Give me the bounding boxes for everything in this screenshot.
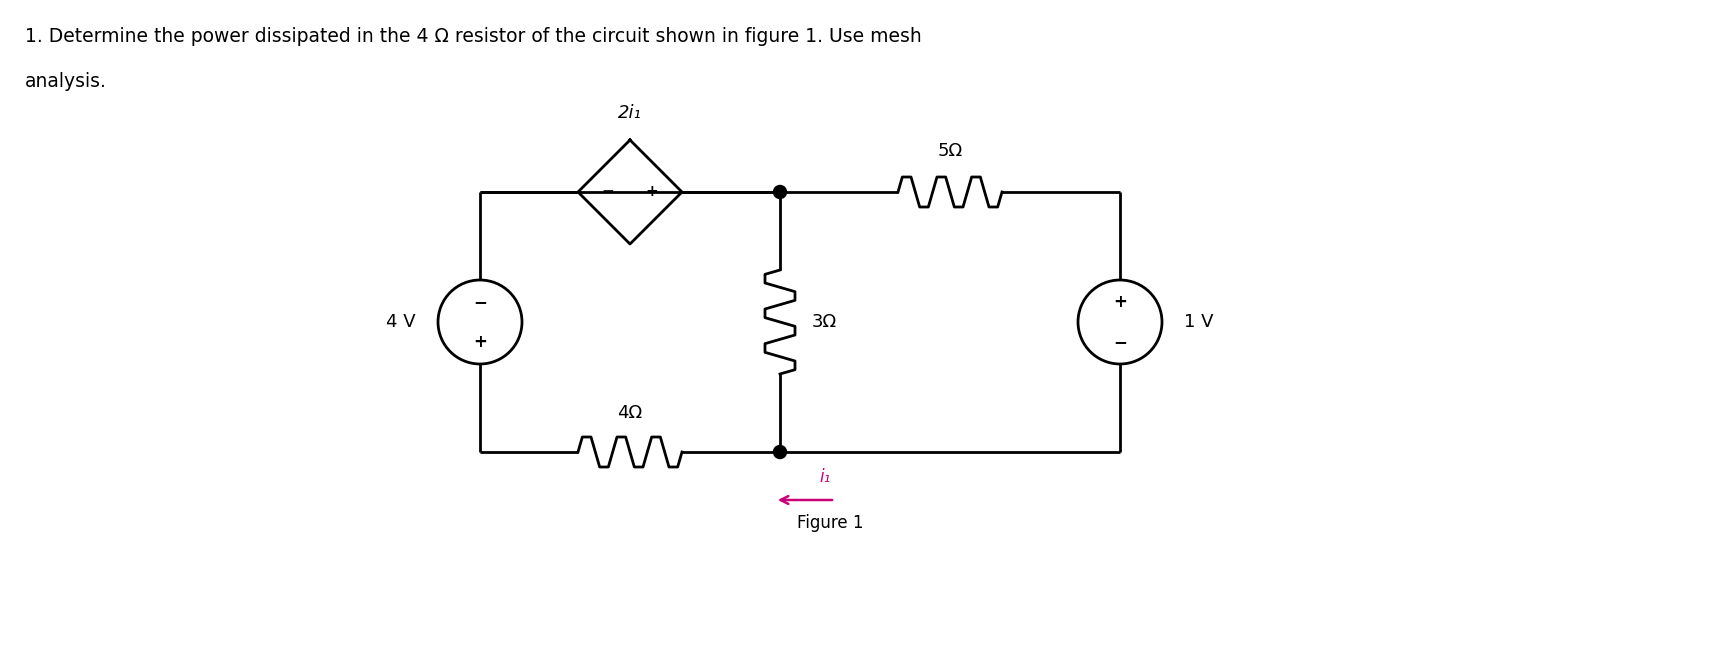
Text: i₁: i₁ xyxy=(819,468,831,486)
Circle shape xyxy=(773,446,787,458)
Text: analysis.: analysis. xyxy=(24,72,107,91)
Text: +: + xyxy=(645,185,659,200)
Text: −: − xyxy=(473,293,486,311)
Text: −: − xyxy=(1113,333,1126,351)
Text: Figure 1: Figure 1 xyxy=(797,514,862,532)
Text: 5Ω: 5Ω xyxy=(937,142,963,160)
Text: −: − xyxy=(602,185,614,200)
Circle shape xyxy=(773,185,787,198)
Text: 2i₁: 2i₁ xyxy=(618,104,642,122)
Text: 4 V: 4 V xyxy=(386,313,416,331)
Text: +: + xyxy=(473,333,486,351)
Text: 1 V: 1 V xyxy=(1183,313,1213,331)
Text: +: + xyxy=(1113,293,1126,311)
Text: 4Ω: 4Ω xyxy=(618,404,642,422)
Text: 1. Determine the power dissipated in the 4 Ω resistor of the circuit shown in fi: 1. Determine the power dissipated in the… xyxy=(24,27,921,46)
Text: 3Ω: 3Ω xyxy=(812,313,837,331)
